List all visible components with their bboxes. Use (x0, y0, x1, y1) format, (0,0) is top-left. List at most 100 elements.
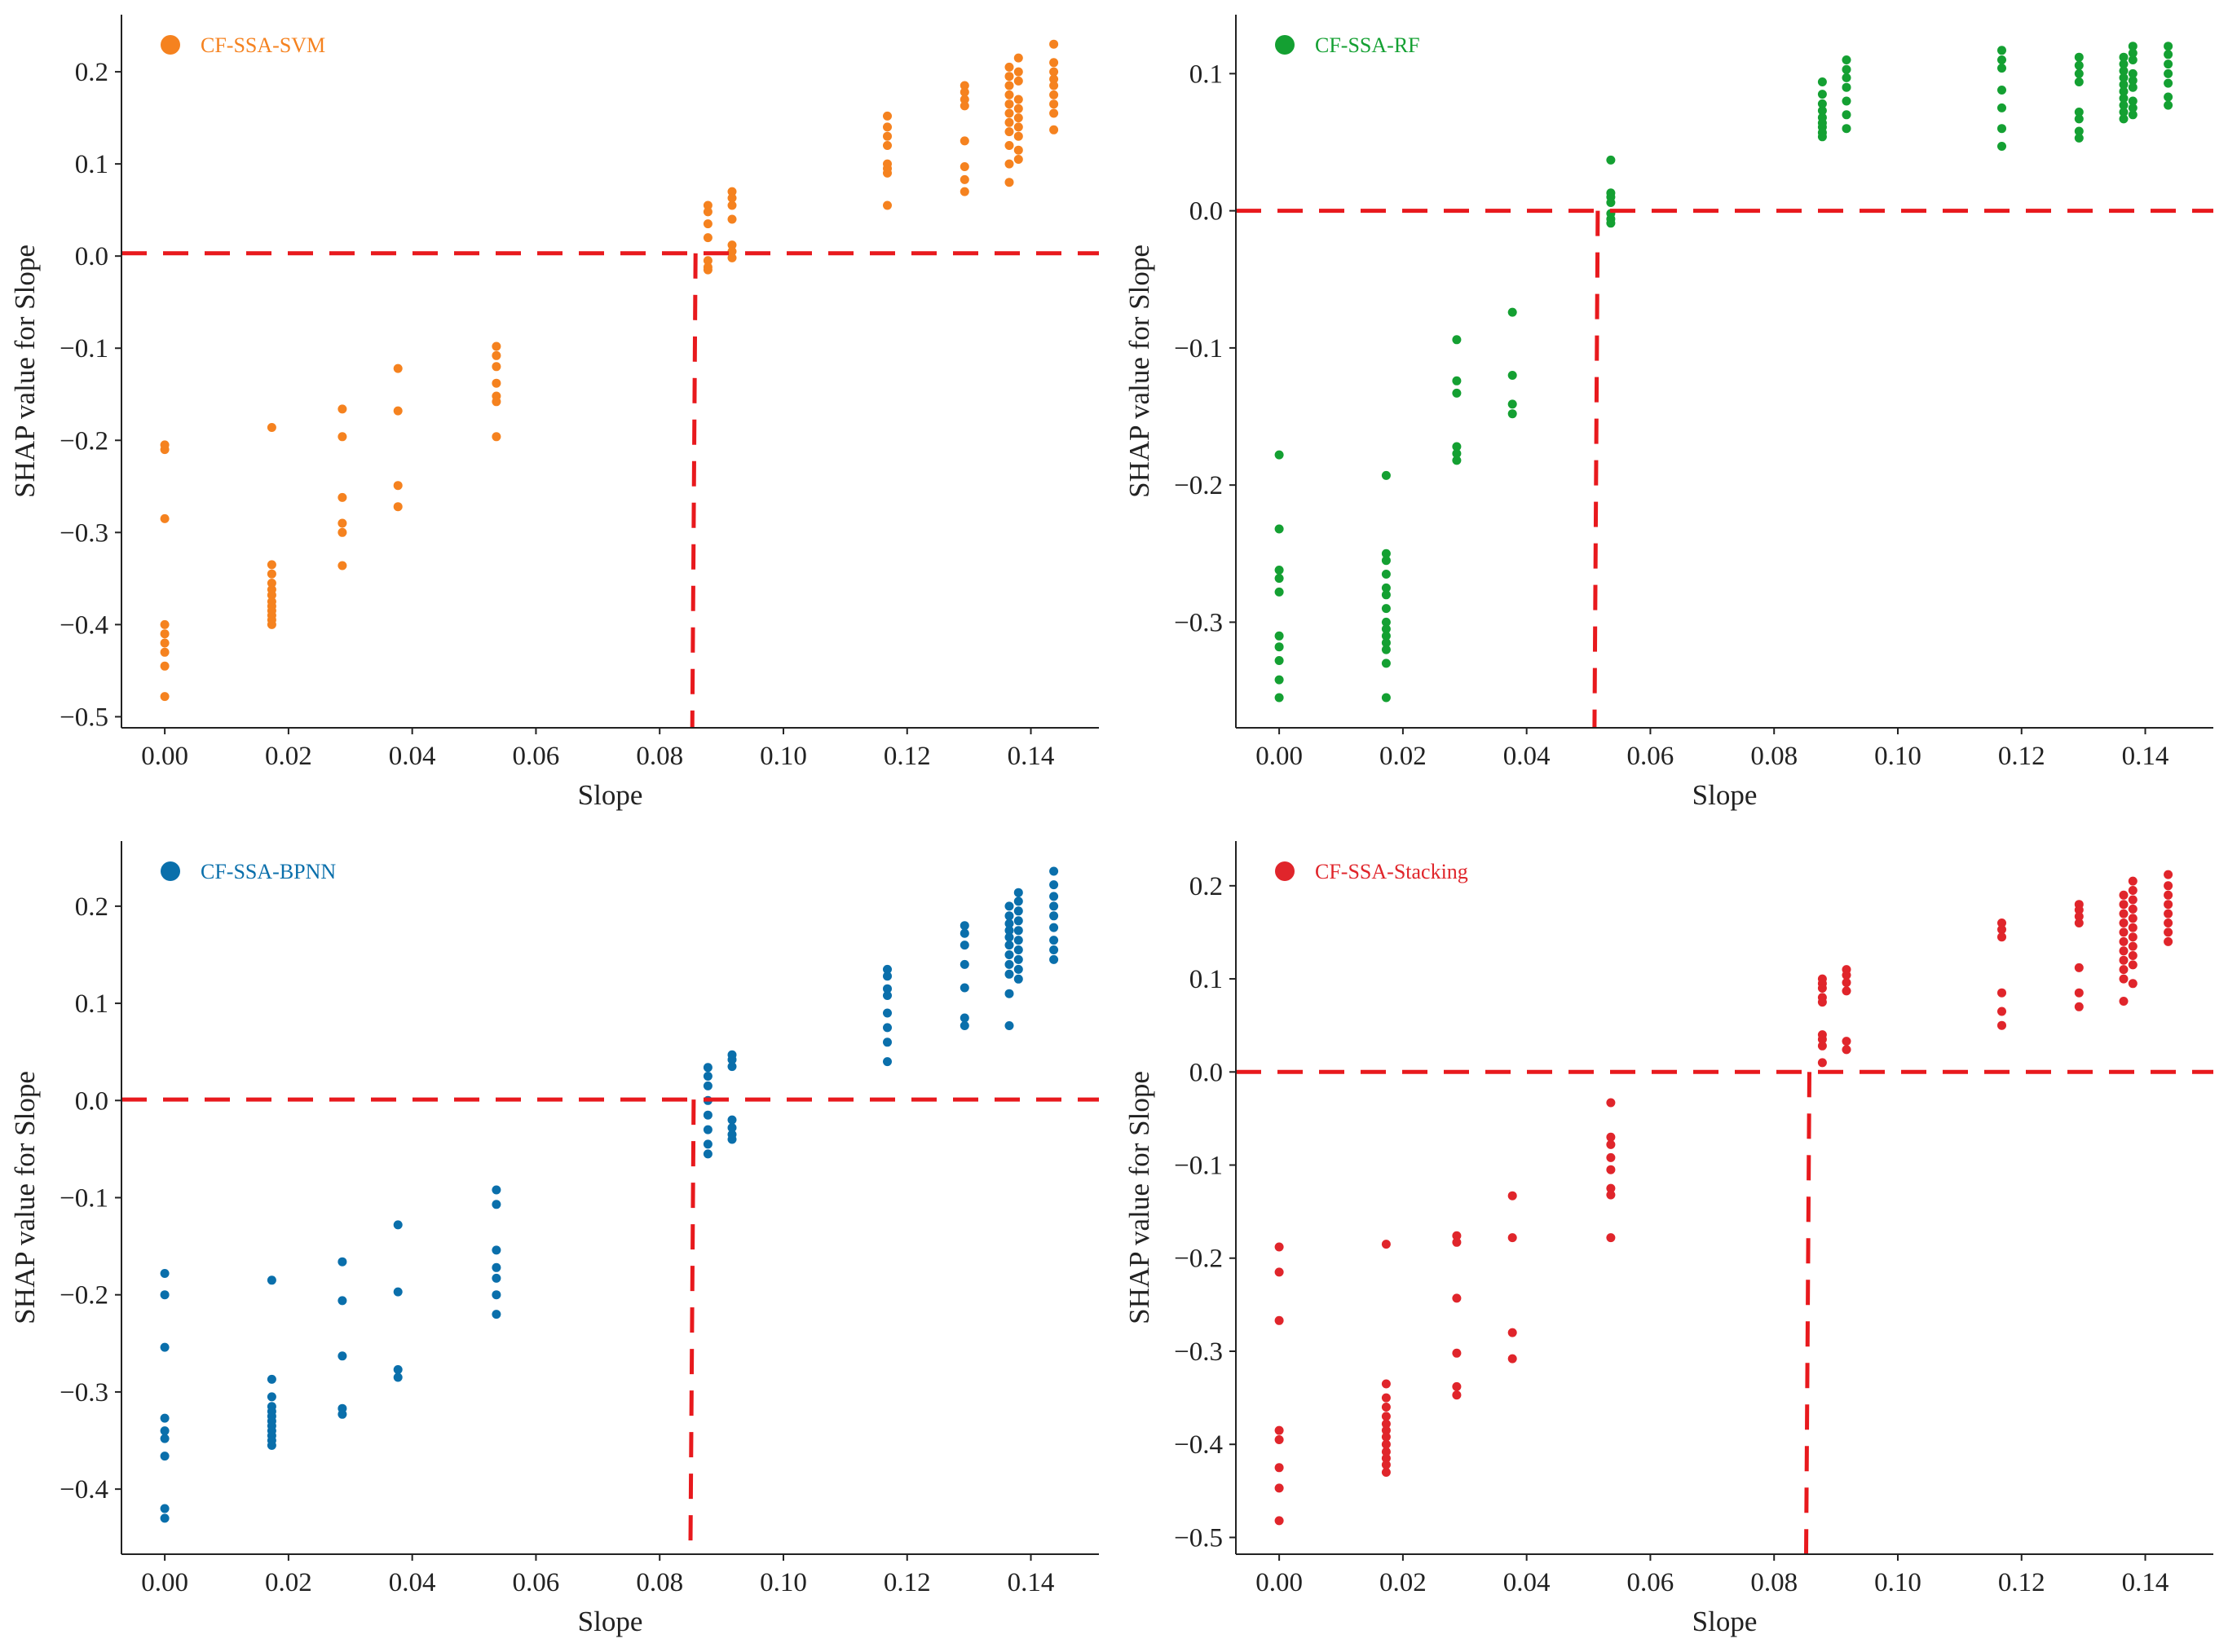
data-point (1381, 590, 1391, 600)
y-ticks: −0.5 −0.4 −0.3 −0.2 −0.1 0.0 0.1 0.2 (60, 58, 121, 732)
data-point (1049, 936, 1059, 945)
data-point (2128, 48, 2138, 58)
data-point (2074, 919, 2084, 927)
data-point (1274, 675, 1284, 685)
data-point (2164, 42, 2173, 51)
legend-label: CF-SSA-RF (1315, 33, 1420, 57)
x-tick-label: 0.14 (1008, 742, 1055, 771)
data-point (492, 378, 501, 388)
data-point (1381, 1425, 1391, 1435)
data-point (703, 219, 713, 229)
x-tick-label: 0.10 (760, 1568, 807, 1597)
chart-panel-svm: 0.00 0.02 0.04 0.06 0.08 0.10 0.12 0.14 −0.5 −0.4… (0, 0, 1114, 826)
data-point (1842, 978, 1851, 988)
y-tick-label: 0.1 (75, 989, 108, 1019)
x-axis-label: Slope (1692, 779, 1758, 811)
x-tick-label: 0.06 (1627, 742, 1674, 771)
data-point (1817, 998, 1827, 1007)
data-point (2128, 904, 2138, 914)
data-point (492, 1262, 501, 1272)
data-point (1013, 896, 1023, 906)
data-point (1381, 1453, 1391, 1463)
data-point (1004, 81, 1014, 90)
data-point (2119, 955, 2129, 965)
data-point (1507, 1233, 1517, 1243)
data-point (883, 991, 892, 1000)
data-point (883, 984, 892, 993)
data-point (1817, 77, 1827, 86)
data-point (883, 200, 892, 210)
data-point (1049, 911, 1059, 921)
data-point (1381, 604, 1391, 614)
data-point (960, 1013, 969, 1023)
x-tick-label: 0.12 (1998, 1568, 2045, 1597)
data-point (393, 1287, 403, 1297)
data-point (1049, 74, 1059, 84)
data-point (160, 445, 170, 455)
data-point (1004, 117, 1014, 127)
data-point (1997, 1020, 2006, 1030)
data-point (1274, 1242, 1284, 1252)
data-point (1507, 307, 1517, 317)
data-point (960, 101, 969, 111)
data-point (492, 362, 501, 372)
chart-rf: 0.00 0.02 0.04 0.06 0.08 0.10 0.12 0.14 −0.3 −0.2… (1123, 15, 2213, 811)
data-point (2119, 80, 2129, 90)
y-tick-label: 0.1 (1189, 965, 1223, 994)
data-point (338, 492, 347, 502)
data-point (1013, 906, 1023, 916)
y-tick-label: 0.2 (1189, 872, 1223, 901)
data-point (1381, 631, 1391, 641)
data-point (703, 1081, 713, 1090)
data-point (2119, 974, 2129, 984)
data-point (2164, 59, 2173, 69)
x-ticks: 0.00 0.02 0.04 0.06 0.08 0.10 0.12 0.14 (1255, 728, 2168, 771)
y-tick-label: 0.2 (75, 58, 108, 87)
data-point (2119, 997, 2129, 1006)
data-point (1452, 376, 1462, 385)
data-point (338, 1257, 347, 1267)
y-tick-label: −0.3 (1174, 1337, 1223, 1367)
data-point (1997, 925, 2006, 934)
data-point (1452, 442, 1462, 452)
data-point (703, 1149, 713, 1159)
data-point (492, 1273, 501, 1283)
data-point (2128, 110, 2138, 120)
data-point (883, 168, 892, 178)
data-point (1274, 1463, 1284, 1473)
data-point (1049, 954, 1059, 964)
x-tick-label: 0.04 (1503, 1568, 1551, 1597)
legend-label: CF-SSA-BPNN (201, 860, 336, 883)
data-point (1004, 919, 1014, 928)
data-point (703, 1110, 713, 1120)
data-point (727, 253, 737, 262)
data-point (1274, 566, 1284, 575)
data-point (1606, 1190, 1616, 1200)
data-point (1013, 113, 1023, 123)
data-point (1452, 1348, 1462, 1358)
data-point (338, 527, 347, 537)
data-point (1004, 108, 1014, 118)
data-point (1013, 954, 1023, 964)
data-point (2074, 108, 2084, 117)
vertical-reference-line (688, 1099, 696, 1555)
y-tick-label: 0.0 (1189, 1058, 1223, 1087)
chart-bpnn: 0.00 0.02 0.04 0.06 0.08 0.10 0.12 0.14 −0.4 −0.3… (9, 841, 1099, 1637)
data-point (727, 1134, 737, 1144)
data-point (1507, 1191, 1517, 1200)
x-ticks: 0.00 0.02 0.04 0.06 0.08 0.10 0.12 0.14 (1255, 1554, 2168, 1597)
x-ticks: 0.00 0.02 0.04 0.06 0.08 0.10 0.12 0.14 (141, 1554, 1054, 1597)
data-point (2164, 100, 2173, 110)
x-tick-label: 0.06 (513, 1568, 560, 1597)
data-point (727, 247, 737, 256)
data-point (1013, 964, 1023, 974)
data-point (2128, 42, 2138, 51)
data-point (960, 136, 969, 146)
data-point (1452, 449, 1462, 458)
data-point (883, 1057, 892, 1067)
data-point (703, 207, 713, 217)
y-tick-label: −0.1 (1174, 1152, 1223, 1181)
x-tick-label: 0.04 (389, 742, 436, 771)
data-point (492, 350, 501, 360)
data-point (2119, 114, 2129, 124)
